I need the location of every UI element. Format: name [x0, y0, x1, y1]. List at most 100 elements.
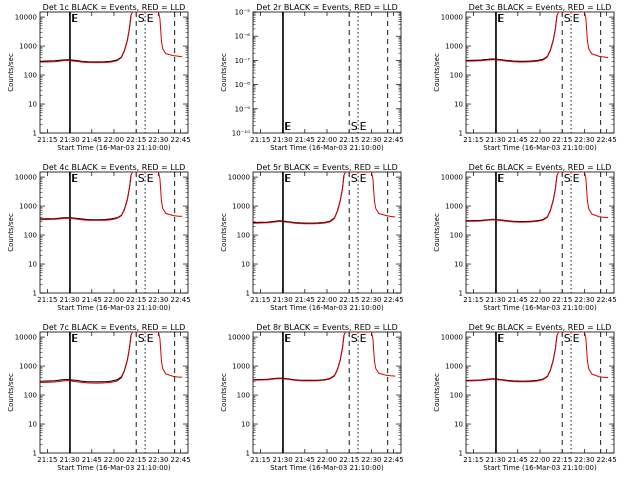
series-lld [40, 12, 183, 64]
x-tick-label: 22:45 [597, 136, 617, 144]
event-label-e: E [147, 12, 154, 25]
y-tick-label: 1000 [19, 43, 37, 51]
series-lld [466, 172, 609, 223]
x-tick-label: 22:30 [148, 136, 168, 144]
event-label-e: E [573, 12, 580, 25]
panel-2: Det 2r BLACK = Events, RED = LLD 10⁻¹⁰ 10⁻… [220, 3, 404, 152]
event-label-e: E [147, 332, 154, 345]
panel-1: Det 1c BLACK = Events, RED = LLD 1 10 100 10… [7, 3, 191, 152]
y-tick-label: 10⁻⁷ [235, 57, 251, 65]
event-label-s: S [351, 172, 358, 185]
x-tick-label: 22:30 [148, 296, 168, 304]
x-tick-label: 22:15 [339, 456, 359, 464]
panel-title: Det 3c BLACK = Events, RED = LLD [469, 3, 612, 12]
panel-5: Det 5r BLACK = Events, RED = LLD 1 10 100 10… [220, 163, 404, 312]
event-label-e: E [497, 12, 504, 25]
plot-frame [465, 11, 615, 134]
panel-title: Det 4c BLACK = Events, RED = LLD [43, 163, 186, 172]
x-tick-label: 22:00 [530, 456, 550, 464]
event-label-s: S [351, 332, 358, 345]
y-tick-label: 10000 [441, 334, 463, 342]
y-tick-label: 1 [459, 450, 463, 458]
x-tick-label: 21:30 [60, 136, 80, 144]
panel-4: Det 4c BLACK = Events, RED = LLD 1 10 100 10… [7, 163, 191, 312]
event-label-e: E [284, 172, 291, 185]
y-tick-label: 100 [24, 232, 37, 240]
x-tick-label: 21:30 [273, 296, 293, 304]
y-axis-label: Counts/sec [433, 53, 441, 92]
x-tick-label: 22:45 [597, 456, 617, 464]
y-tick-label: 10 [241, 421, 250, 429]
y-tick-label: 10 [28, 261, 37, 269]
series-events [466, 334, 558, 382]
y-tick-label: 10 [241, 261, 250, 269]
y-axis-label: Counts/sec [433, 213, 441, 252]
x-tick-label: 21:30 [273, 136, 293, 144]
y-tick-label: 100 [450, 72, 463, 80]
y-tick-label: 10 [28, 101, 37, 109]
x-axis-label: Start Time (16-Mar-03 21:10:00) [270, 304, 384, 312]
event-label-f: F [498, 12, 504, 25]
y-tick-label: 10000 [228, 174, 250, 182]
event-label-f: F [498, 172, 504, 185]
y-tick-label: 100 [237, 392, 250, 400]
x-tick-label: 22:45 [384, 136, 404, 144]
event-label-f: F [285, 332, 291, 345]
plot-frame [465, 171, 615, 294]
y-tick-label: 10 [454, 421, 463, 429]
series-lld [466, 12, 609, 63]
y-tick-label: 10⁻⁹ [235, 105, 251, 113]
series-lld [466, 332, 609, 383]
x-axis-label: Start Time (16-Mar-03 21:10:00) [270, 464, 384, 472]
plot-frame [252, 331, 402, 454]
x-tick-label: 21:15 [37, 296, 57, 304]
x-tick-label: 22:15 [126, 456, 146, 464]
x-tick-label: 22:30 [148, 456, 168, 464]
x-tick-label: 22:30 [574, 136, 594, 144]
y-tick-label: 1 [33, 450, 37, 458]
y-tick-label: 1 [33, 290, 37, 298]
x-tick-label: 21:30 [60, 296, 80, 304]
series-lld [40, 332, 183, 384]
y-axis-label: Counts/sec [7, 53, 15, 92]
series-events [466, 174, 558, 222]
event-label-s: S [564, 12, 571, 25]
x-tick-label: 21:15 [463, 456, 483, 464]
x-tick-label: 21:15 [463, 296, 483, 304]
x-tick-label: 21:45 [295, 296, 315, 304]
x-tick-label: 21:30 [486, 456, 506, 464]
panel-title: Det 6c BLACK = Events, RED = LLD [469, 163, 612, 172]
y-axis-label: Counts/sec [7, 213, 15, 252]
y-tick-label: 10 [454, 101, 463, 109]
series-events [466, 14, 558, 62]
event-label-f: F [72, 172, 78, 185]
series-events [40, 334, 132, 383]
y-tick-label: 1000 [232, 363, 250, 371]
event-label-f: F [72, 332, 78, 345]
x-tick-label: 22:15 [339, 136, 359, 144]
x-axis-label: Start Time (16-Mar-03 21:10:00) [57, 304, 171, 312]
event-label-s: S [138, 12, 145, 25]
y-tick-label: 10000 [15, 334, 37, 342]
y-tick-label: 10 [454, 261, 463, 269]
x-tick-label: 22:45 [597, 296, 617, 304]
x-tick-label: 21:45 [82, 296, 102, 304]
event-label-e: E [573, 332, 580, 345]
event-label-f: F [285, 120, 291, 133]
x-tick-label: 22:00 [317, 296, 337, 304]
series-events [253, 334, 345, 381]
event-label-e: E [360, 332, 367, 345]
series-events [40, 14, 132, 63]
y-tick-label: 10000 [228, 334, 250, 342]
plot-frame [252, 171, 402, 294]
panel-9: Det 9c BLACK = Events, RED = LLD 1 10 100 10… [433, 323, 617, 472]
x-tick-label: 21:15 [250, 136, 270, 144]
panel-8: Det 8r BLACK = Events, RED = LLD 1 10 100 10… [220, 323, 404, 472]
event-label-s: S [138, 172, 145, 185]
x-tick-label: 21:15 [463, 136, 483, 144]
event-label-e: E [284, 332, 291, 345]
event-label-f: F [285, 172, 291, 185]
plot-frame [39, 331, 189, 454]
event-label-e: E [497, 172, 504, 185]
